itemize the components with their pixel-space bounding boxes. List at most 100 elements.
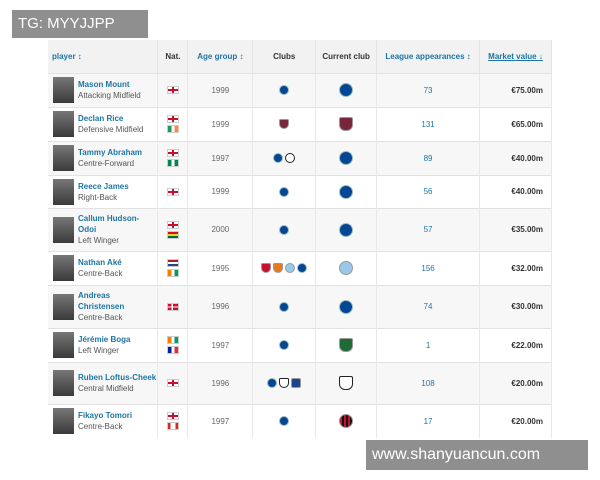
player-photo [53, 178, 74, 205]
league-appearances[interactable]: 108 [376, 361, 481, 404]
current-club-cell [315, 106, 378, 141]
header-clubs: Clubs [252, 40, 317, 73]
market-value: €65.00m [479, 106, 552, 141]
player-name-link[interactable]: Andreas Christensen [78, 291, 125, 311]
header-nat: Nat. [157, 40, 189, 73]
crest-man-city-icon[interactable] [285, 263, 296, 273]
flag-england-icon [166, 412, 179, 421]
league-appearances[interactable]: 89 [376, 140, 481, 175]
table-row: Tammy Abraham Centre-Forward 1997 89 €40.… [48, 140, 552, 175]
table-row: Andreas Christensen Centre-Back 1996 74 €… [48, 284, 552, 328]
table-row: Fikayo Tomori Centre-Back 1997 17 €20.00m [48, 403, 552, 438]
flag-canada-icon [166, 422, 179, 431]
crest-chelsea-icon[interactable] [297, 263, 308, 273]
crest-man-city-icon[interactable] [339, 261, 354, 275]
nationality-cell [157, 403, 189, 438]
header-market-value[interactable]: Market value ↓ [479, 40, 552, 73]
crest-chelsea-icon[interactable] [339, 222, 354, 237]
player-name-link[interactable]: Reece James [78, 181, 129, 191]
crest-chelsea-icon[interactable] [339, 83, 354, 97]
crest-crystal-palace-icon[interactable] [291, 378, 302, 388]
clubs-cell [252, 327, 317, 362]
league-appearances[interactable]: 17 [376, 403, 481, 438]
league-appearances[interactable]: 1 [376, 327, 481, 362]
table-row: Nathan Aké Centre-Back 1995 156 €32.00m [48, 250, 552, 285]
watermark-top: TG: MYYJJPP [12, 10, 148, 38]
crest-sassuolo-icon[interactable] [339, 338, 354, 352]
league-appearances[interactable]: 131 [376, 106, 481, 141]
header-current-club: Current club [315, 40, 378, 73]
flag-england-icon [166, 379, 179, 387]
player-name-link[interactable]: Fikayo Tomori [78, 411, 133, 421]
current-club-cell [315, 250, 378, 285]
player-name-link[interactable]: Nathan Aké [78, 258, 122, 267]
player-name-link[interactable]: Mason Mount [78, 80, 130, 89]
flag-ivory-coast-icon [166, 269, 179, 277]
age-group: 1995 [187, 250, 254, 285]
league-appearances[interactable]: 156 [376, 250, 481, 285]
flag-england-icon [166, 115, 179, 123]
player-photo [53, 293, 74, 320]
player-position: Central Midfield [78, 384, 134, 393]
crest-ac-milan-icon[interactable] [339, 414, 354, 429]
crest-swansea-icon[interactable] [285, 153, 296, 163]
clubs-cell [252, 106, 317, 141]
header-player[interactable]: player ↕ [48, 40, 159, 73]
market-value: €35.00m [479, 207, 552, 251]
age-group: 1996 [187, 361, 254, 404]
nationality-cell [157, 327, 189, 362]
nationality-cell [157, 140, 189, 175]
player-name-link[interactable]: Tammy Abraham [78, 148, 143, 157]
league-appearances[interactable]: 56 [376, 174, 481, 208]
crest-chelsea-icon[interactable] [339, 151, 354, 165]
crest-chelsea-icon[interactable] [279, 416, 290, 427]
player-name-link[interactable]: Ruben Loftus-Cheek [78, 373, 157, 382]
crest-fulham-icon[interactable] [339, 376, 354, 390]
player-position: Centre-Back [78, 269, 123, 278]
crest-fulham-icon[interactable] [279, 378, 290, 388]
crest-west-ham-icon[interactable] [279, 119, 290, 129]
crest-bournemouth-icon[interactable] [261, 263, 272, 273]
crest-watford-icon[interactable] [273, 263, 284, 273]
crest-chelsea-icon[interactable] [279, 186, 290, 197]
header-league-appearances[interactable]: League appearances ↕ [376, 40, 481, 73]
league-appearances[interactable]: 74 [376, 284, 481, 328]
player-position: Defensive Midfield [78, 125, 144, 134]
flag-england-icon [166, 149, 179, 157]
player-position: Right-Back [78, 192, 118, 202]
crest-chelsea-icon[interactable] [279, 85, 290, 95]
age-group: 1999 [187, 174, 254, 208]
crest-chelsea-icon[interactable] [279, 340, 290, 350]
nationality-cell [157, 72, 189, 107]
crest-chelsea-icon[interactable] [273, 153, 284, 163]
flag-england-icon [166, 220, 179, 229]
player-photo [53, 216, 74, 243]
current-club-cell [315, 403, 378, 438]
crest-chelsea-icon[interactable] [339, 184, 354, 199]
player-photo [53, 111, 74, 137]
player-position: Left Winger [78, 346, 119, 355]
player-position: Left Winger [78, 236, 119, 245]
header-age-group[interactable]: Age group ↕ [187, 40, 254, 73]
player-position: Centre-Back [78, 313, 123, 322]
clubs-cell [252, 72, 317, 107]
crest-west-ham-icon[interactable] [339, 117, 354, 131]
current-club-cell [315, 327, 378, 362]
league-appearances[interactable]: 73 [376, 72, 481, 107]
crest-chelsea-icon[interactable] [267, 378, 278, 388]
flag-england-icon [166, 86, 179, 94]
league-appearances[interactable]: 57 [376, 207, 481, 251]
crest-chelsea-icon[interactable] [279, 224, 290, 235]
crest-chelsea-icon[interactable] [339, 299, 354, 314]
crest-chelsea-icon[interactable] [279, 301, 290, 312]
age-group: 1996 [187, 284, 254, 328]
flag-denmark-icon [166, 302, 179, 311]
player-name-link[interactable]: Callum Hudson-Odoi [78, 214, 140, 234]
flag-ireland-icon [166, 125, 179, 133]
player-position: Attacking Midfield [78, 91, 141, 100]
player-name-link[interactable]: Jérémie Boga [78, 335, 131, 344]
player-name-link[interactable]: Declan Rice [78, 114, 124, 123]
market-value: €22.00m [479, 327, 552, 362]
flag-netherlands-icon [166, 259, 179, 267]
flag-ghana-icon [166, 230, 179, 239]
